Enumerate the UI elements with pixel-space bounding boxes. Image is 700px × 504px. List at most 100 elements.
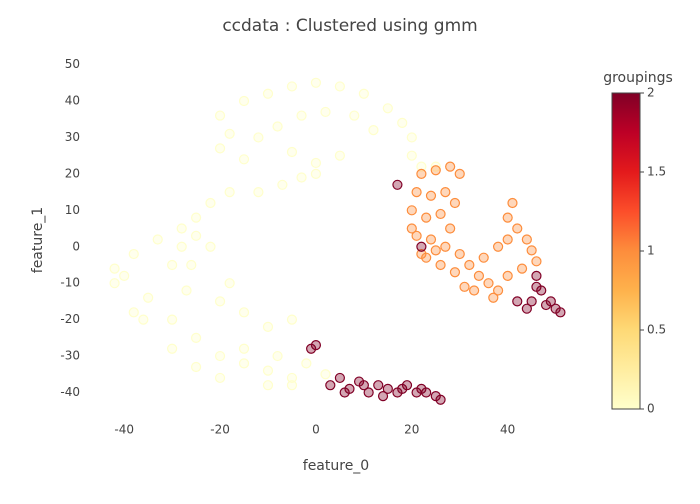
point xyxy=(416,241,427,252)
point xyxy=(238,307,250,318)
point xyxy=(406,205,417,216)
point xyxy=(272,121,283,132)
point xyxy=(334,150,345,161)
point xyxy=(502,270,513,282)
y-tick-label: -20 xyxy=(60,312,80,326)
point xyxy=(167,343,178,354)
point xyxy=(425,234,437,245)
point xyxy=(512,223,523,234)
point xyxy=(440,241,451,252)
point xyxy=(421,212,432,223)
point xyxy=(119,270,130,282)
point xyxy=(238,95,250,107)
point xyxy=(262,380,274,391)
point xyxy=(454,248,465,260)
point xyxy=(224,278,235,289)
y-tick-label: -30 xyxy=(60,349,80,363)
point xyxy=(430,165,441,176)
point xyxy=(262,321,274,333)
point xyxy=(492,241,504,252)
point xyxy=(272,350,283,362)
point xyxy=(416,248,427,260)
point xyxy=(310,168,322,179)
chart-title: ccdata : Clustered using gmm xyxy=(222,16,477,36)
point xyxy=(464,259,475,271)
point xyxy=(425,190,437,201)
point xyxy=(406,132,417,143)
point xyxy=(521,303,532,314)
point xyxy=(473,270,485,282)
colorbar-tick-label: 1.5 xyxy=(647,165,666,179)
point xyxy=(277,179,288,190)
point xyxy=(167,259,178,271)
point xyxy=(176,241,187,252)
point xyxy=(382,383,393,394)
point xyxy=(445,223,456,234)
point xyxy=(373,380,384,391)
point xyxy=(310,77,322,88)
point xyxy=(320,106,331,118)
point xyxy=(449,267,461,278)
point xyxy=(526,245,537,256)
point xyxy=(320,369,331,380)
colorbar-tick-label: 1 xyxy=(647,244,655,258)
point xyxy=(435,259,446,271)
point xyxy=(306,343,317,354)
colorbar xyxy=(611,92,641,410)
y-tick-label: 40 xyxy=(65,94,80,108)
point xyxy=(488,292,499,303)
point xyxy=(416,383,427,394)
point xyxy=(483,278,494,289)
point xyxy=(238,154,250,165)
point xyxy=(531,270,542,282)
point xyxy=(214,350,226,362)
point xyxy=(128,248,139,260)
point xyxy=(382,103,393,114)
point xyxy=(358,88,369,99)
y-tick-label: 50 xyxy=(65,57,80,71)
point xyxy=(214,143,226,154)
point xyxy=(397,383,408,394)
point xyxy=(253,132,264,143)
point xyxy=(478,252,489,263)
point xyxy=(152,234,163,245)
point xyxy=(286,372,298,384)
y-tick-label: 30 xyxy=(65,130,80,144)
point xyxy=(507,197,518,209)
point xyxy=(349,110,360,121)
point xyxy=(392,179,403,190)
point xyxy=(143,292,154,303)
x-tick-label: -40 xyxy=(114,423,134,437)
point xyxy=(214,296,226,307)
y-tick-label: 10 xyxy=(65,203,80,217)
point xyxy=(416,168,427,179)
point xyxy=(339,387,350,398)
x-axis-label: feature_0 xyxy=(303,458,369,474)
point xyxy=(406,150,417,161)
point xyxy=(531,281,542,292)
x-tick-label: 40 xyxy=(500,423,515,437)
point xyxy=(138,314,149,325)
point xyxy=(334,372,345,384)
point xyxy=(286,81,298,92)
point xyxy=(253,186,264,198)
colorbar-tick-label: 0 xyxy=(647,402,655,416)
point xyxy=(435,394,446,405)
point xyxy=(411,230,422,241)
point xyxy=(190,212,202,223)
point xyxy=(545,296,556,307)
point xyxy=(521,234,532,245)
point xyxy=(459,281,470,292)
point xyxy=(363,387,374,398)
point xyxy=(358,380,369,391)
point xyxy=(214,372,226,384)
point xyxy=(492,285,504,296)
point xyxy=(555,307,566,318)
point xyxy=(334,81,345,92)
point xyxy=(176,223,187,234)
point xyxy=(238,358,250,369)
point xyxy=(214,110,226,121)
point xyxy=(205,241,216,252)
point xyxy=(411,186,422,198)
